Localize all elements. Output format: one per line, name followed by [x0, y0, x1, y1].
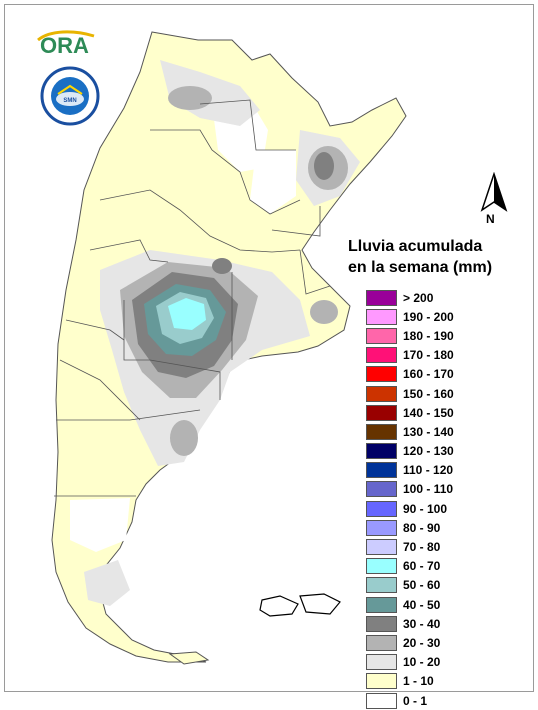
- legend-swatch: [366, 423, 397, 440]
- legend-swatch: [366, 577, 397, 594]
- legend-item: 60 - 70: [366, 557, 454, 576]
- legend-item: 10 - 20: [366, 653, 454, 672]
- rain-20-30-north: [168, 86, 212, 110]
- legend-item: 140 - 150: [366, 403, 454, 422]
- rain-30-40-misiones: [314, 152, 334, 180]
- legend-label: 80 - 90: [403, 520, 441, 535]
- legend-swatch: [366, 634, 397, 651]
- legend-swatch: [366, 289, 397, 306]
- legend-label: 60 - 70: [403, 559, 441, 574]
- legend-swatch: [366, 596, 397, 613]
- legend-item: 130 - 140: [366, 422, 454, 441]
- rain-20-30-patagonia: [170, 420, 198, 456]
- legend-label: 50 - 60: [403, 578, 441, 593]
- legend-label: 120 - 130: [403, 444, 454, 459]
- legend-item: 170 - 180: [366, 346, 454, 365]
- rain-10-20-north: [160, 60, 260, 126]
- legend-label: 40 - 50: [403, 597, 441, 612]
- legend-label: 140 - 150: [403, 405, 454, 420]
- legend-label: 150 - 160: [403, 386, 454, 401]
- legend-item: 30 - 40: [366, 614, 454, 633]
- legend-label: 130 - 140: [403, 424, 454, 439]
- legend-label: 1 - 10: [403, 674, 434, 689]
- legend-title-line2: en la semana (mm): [348, 259, 493, 276]
- legend-label: 30 - 40: [403, 616, 441, 631]
- legend-label: 10 - 20: [403, 655, 441, 670]
- legend-swatch: [366, 366, 397, 383]
- province-borders: [54, 99, 331, 497]
- legend: > 200 190 - 200 180 - 190 170 - 180 160 - 17…: [366, 288, 454, 710]
- legend-item: 90 - 100: [366, 499, 454, 518]
- legend-item: > 200: [366, 288, 454, 307]
- legend-swatch: [366, 500, 397, 517]
- north-arrow-icon: [478, 171, 510, 219]
- legend-swatch: [366, 615, 397, 632]
- legend-item: 160 - 170: [366, 365, 454, 384]
- tierra-del-fuego: [168, 651, 210, 665]
- legend-label: 190 - 200: [403, 309, 454, 324]
- legend-swatch: [366, 347, 397, 364]
- rain-10-20-south: [84, 560, 130, 606]
- north-label: N: [486, 212, 495, 226]
- legend-item: 50 - 60: [366, 576, 454, 595]
- legend-swatch: [366, 673, 397, 690]
- legend-label: 90 - 100: [403, 501, 448, 516]
- legend-label: 100 - 110: [403, 482, 454, 497]
- legend-item: 190 - 200: [366, 307, 454, 326]
- malvinas-islands: [259, 593, 341, 617]
- legend-item: 180 - 190: [366, 326, 454, 345]
- legend-swatch: [366, 539, 397, 556]
- legend-swatch: [366, 308, 397, 325]
- legend-item: 0 - 1: [366, 691, 454, 710]
- dry-zone-south: [70, 498, 130, 552]
- legend-label: 110 - 120: [403, 463, 454, 478]
- legend-swatch: [366, 558, 397, 575]
- legend-item: 1 - 10: [366, 672, 454, 691]
- legend-label: 160 - 170: [403, 367, 454, 382]
- ora-logo-text: ORA: [40, 33, 89, 56]
- legend-swatch: [366, 385, 397, 402]
- svg-text:SMN: SMN: [63, 98, 76, 104]
- rain-20-30-east: [310, 300, 338, 324]
- rain-30-40-cordoba: [212, 258, 232, 274]
- legend-label: 180 - 190: [403, 328, 454, 343]
- legend-label: > 200: [403, 290, 434, 305]
- legend-swatch: [366, 481, 397, 498]
- legend-item: 100 - 110: [366, 480, 454, 499]
- rain-60-70: [168, 298, 206, 330]
- legend-title-line1: Lluvia acumulada: [348, 238, 483, 255]
- legend-item: 110 - 120: [366, 461, 454, 480]
- legend-label: 170 - 180: [403, 348, 454, 363]
- legend-item: 150 - 160: [366, 384, 454, 403]
- smn-seal-logo: SMN: [40, 66, 100, 131]
- legend-swatch: [366, 443, 397, 460]
- dry-zone-chaco: [250, 150, 296, 214]
- legend-swatch: [366, 692, 397, 709]
- legend-swatch: [366, 404, 397, 421]
- legend-title: Lluvia acumulada en la semana (mm): [348, 236, 492, 278]
- legend-item: 120 - 130: [366, 442, 454, 461]
- legend-swatch: [366, 519, 397, 536]
- legend-swatch: [366, 654, 397, 671]
- legend-item: 40 - 50: [366, 595, 454, 614]
- legend-item: 80 - 90: [366, 518, 454, 537]
- legend-label: 20 - 30: [403, 635, 441, 650]
- legend-label: 70 - 80: [403, 540, 441, 555]
- legend-item: 70 - 80: [366, 537, 454, 556]
- legend-swatch: [366, 327, 397, 344]
- legend-swatch: [366, 462, 397, 479]
- legend-item: 20 - 30: [366, 633, 454, 652]
- ora-logo: ORA: [34, 28, 106, 61]
